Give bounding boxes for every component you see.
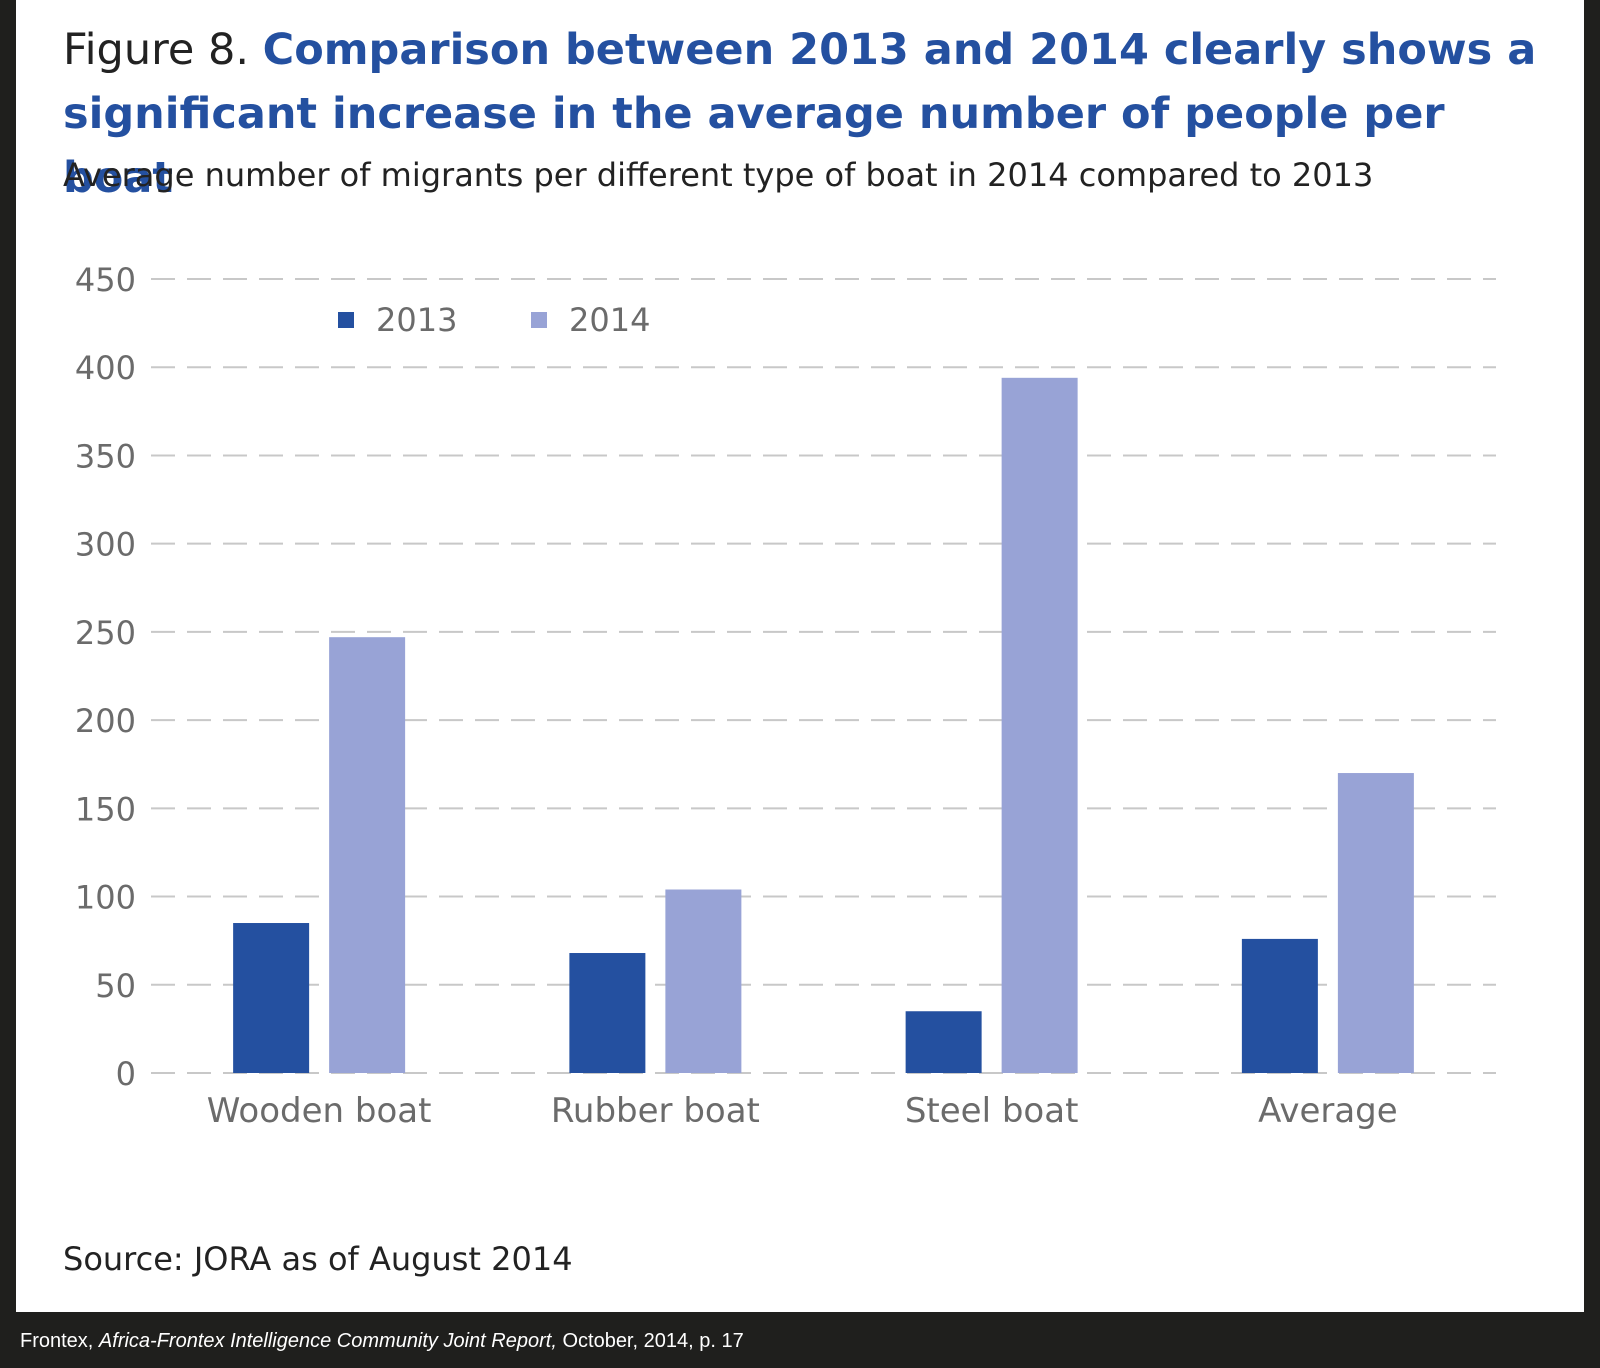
y-tick-label: 300 bbox=[75, 526, 136, 564]
x-tick-label: Average bbox=[1258, 1091, 1398, 1131]
caption-org: Frontex, bbox=[20, 1330, 94, 1352]
bar-2014-average bbox=[1337, 773, 1414, 1073]
x-tick-label: Steel boat bbox=[905, 1091, 1079, 1131]
y-tick-label: 100 bbox=[75, 879, 136, 917]
legend-label: 2013 bbox=[376, 301, 457, 339]
bar-2013-wooden-boat bbox=[233, 923, 310, 1073]
y-tick-label: 50 bbox=[95, 967, 136, 1005]
figure-heading: Comparison between 2013 and 2014 clearly… bbox=[63, 25, 1537, 203]
figure-title: Figure 8. Comparison between 2013 and 20… bbox=[63, 18, 1563, 210]
legend-swatch bbox=[531, 312, 547, 328]
source-note: Source: JORA as of August 2014 bbox=[63, 1240, 573, 1278]
y-tick-label: 150 bbox=[75, 790, 136, 828]
bar-chart: 0 50 100 150 200 250 300 350 400 450 Wooden boat Ru… bbox=[75, 261, 1496, 1131]
bar-2014-wooden-boat bbox=[329, 637, 406, 1073]
x-tick-label: Rubber boat bbox=[551, 1091, 760, 1131]
y-tick-label: 400 bbox=[75, 349, 136, 387]
bar-2013-steel-boat bbox=[905, 1011, 982, 1073]
citation-caption: Frontex, Africa-Frontex Intelligence Com… bbox=[20, 1330, 744, 1353]
chart-subtitle: Average number of migrants per different… bbox=[63, 156, 1374, 194]
y-tick-label: 0 bbox=[116, 1055, 136, 1093]
x-tick-label: Wooden boat bbox=[207, 1091, 432, 1131]
bar-2014-rubber-boat bbox=[665, 889, 742, 1073]
y-tick-label: 250 bbox=[75, 614, 136, 652]
y-tick-label: 350 bbox=[75, 437, 136, 475]
figure-label: Figure 8. bbox=[63, 25, 249, 75]
y-tick-label: 200 bbox=[75, 702, 136, 740]
figure-panel: Figure 8. Comparison between 2013 and 20… bbox=[16, 0, 1584, 1312]
bar-2013-average bbox=[1241, 938, 1318, 1073]
y-tick-label: 450 bbox=[75, 261, 136, 299]
caption-report: Africa-Frontex Intelligence Community Jo… bbox=[98, 1330, 557, 1352]
caption-details: October, 2014, p. 17 bbox=[562, 1330, 744, 1352]
legend-swatch bbox=[338, 312, 354, 328]
bar-2013-rubber-boat bbox=[569, 953, 646, 1073]
legend-label: 2014 bbox=[569, 301, 650, 339]
bar-2014-steel-boat bbox=[1001, 377, 1078, 1073]
